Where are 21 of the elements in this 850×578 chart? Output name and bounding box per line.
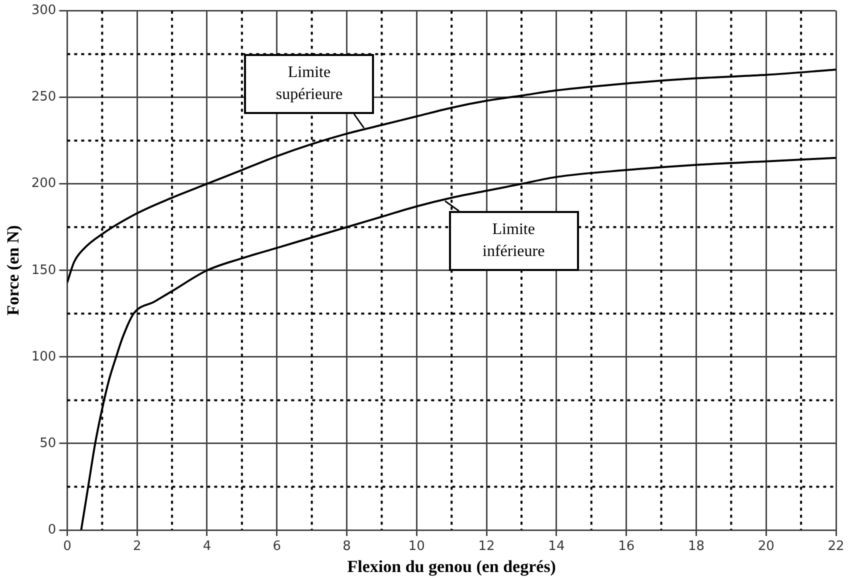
x-tick-label: 14: [548, 539, 565, 554]
x-tick-label: 6: [272, 539, 282, 554]
y-tick-label: 150: [31, 262, 56, 278]
y-tick-label: 50: [40, 436, 56, 451]
y-tick-label: 250: [31, 90, 56, 105]
x-tick-label: 4: [202, 539, 212, 554]
y-axis-title: Force (en N): [4, 225, 23, 316]
x-tick-label: 0: [63, 539, 72, 554]
x-axis-title: Flexion du genou (en degrés): [347, 557, 556, 576]
x-tick-label: 12: [478, 539, 495, 554]
x-tick-label: 8: [342, 539, 351, 554]
x-tick-label: 18: [688, 539, 704, 554]
y-tick-label: 0: [48, 522, 56, 538]
x-tick-label: 20: [758, 539, 774, 554]
y-tick-label: 100: [31, 349, 56, 364]
y-tick-label: 300: [31, 3, 56, 18]
x-tick-label: 22: [828, 539, 844, 554]
x-tick-label: 16: [618, 539, 635, 554]
x-tick-label: 2: [132, 539, 142, 554]
y-tick-label: 200: [31, 176, 56, 192]
x-tick-label: 10: [408, 539, 425, 554]
